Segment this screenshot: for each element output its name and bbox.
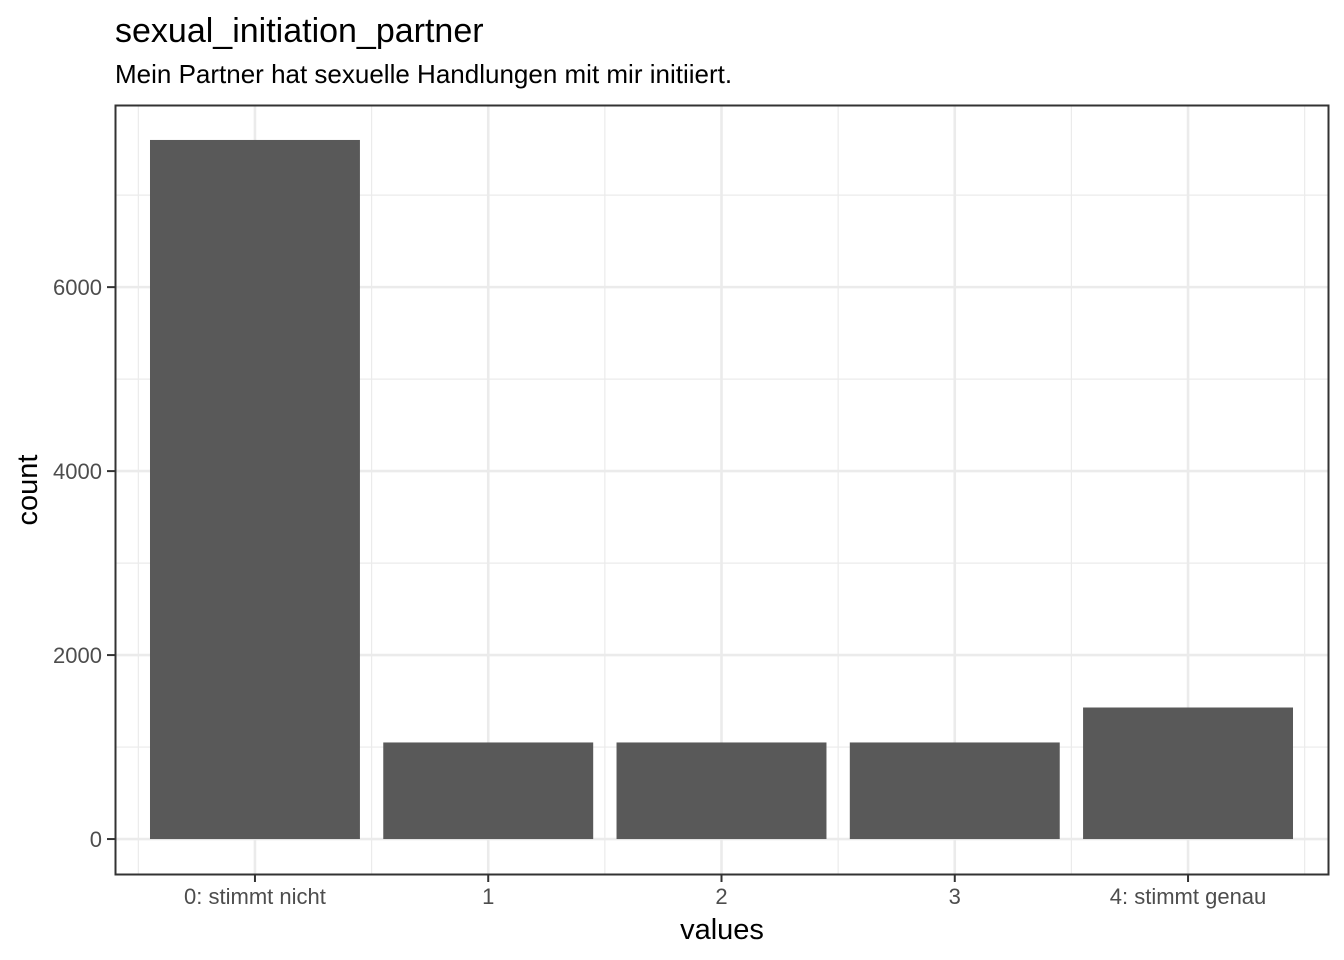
x-tick-label: 0: stimmt nicht xyxy=(184,884,326,909)
y-tick-label: 6000 xyxy=(53,275,102,300)
x-tick-label: 3 xyxy=(949,884,961,909)
chart-subtitle: Mein Partner hat sexuelle Handlungen mit… xyxy=(115,59,732,89)
bar-4 xyxy=(1083,707,1294,840)
bar-0 xyxy=(149,139,360,840)
bars xyxy=(149,139,1294,840)
y-tick-label: 2000 xyxy=(53,643,102,668)
y-tick-labels: 0 2000 4000 6000 xyxy=(53,275,102,852)
bar-2 xyxy=(616,742,827,840)
y-axis-title: count xyxy=(12,455,44,526)
x-tick-labels: 0: stimmt nicht 1 2 3 4: stimmt genau xyxy=(184,884,1266,909)
axis-ticks xyxy=(107,286,1190,882)
chart-title: sexual_initiation_partner xyxy=(115,12,484,50)
x-axis-title: values xyxy=(680,914,764,946)
y-tick-label: 0 xyxy=(90,827,102,852)
y-tick-label: 4000 xyxy=(53,459,102,484)
bar-3 xyxy=(849,742,1060,840)
bar-1 xyxy=(383,742,594,840)
x-tick-label: 1 xyxy=(482,884,494,909)
x-tick-label: 4: stimmt genau xyxy=(1110,884,1267,909)
x-tick-label: 2 xyxy=(715,884,727,909)
